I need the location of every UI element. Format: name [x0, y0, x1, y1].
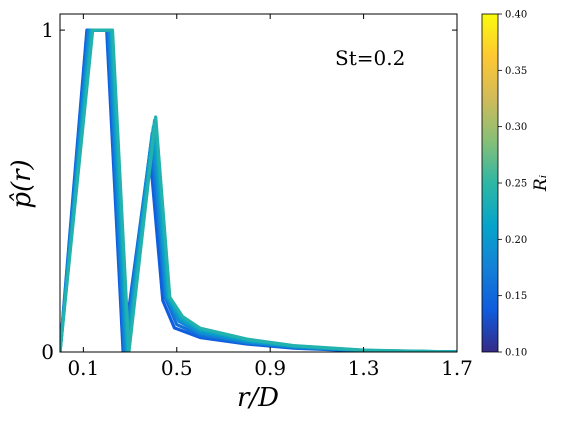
- x-tick-label-4: 1.7: [441, 356, 473, 380]
- annotation: St=0.2: [335, 46, 405, 70]
- series-line-5: [60, 28, 457, 352]
- colorbar-ticks: 0.10 0.15 0.20 0.25 0.30 0.35 0.40: [498, 10, 527, 359]
- colorbar-tick-label-4: 0.30: [505, 122, 527, 133]
- y-tick-label-1: 1: [41, 18, 54, 42]
- y-tick-label-0: 0: [41, 340, 54, 364]
- colorbar-tick-label-0: 0.10: [505, 348, 527, 359]
- colorbar-tick-label-6: 0.40: [505, 10, 527, 21]
- x-tick-label-1: 0.5: [161, 356, 193, 380]
- plot-frame: [59, 13, 458, 353]
- colorbar: [481, 13, 499, 353]
- colorbar-tick-label-2: 0.20: [505, 235, 527, 246]
- y-axis-label: p̂(r): [7, 159, 37, 208]
- x-tick-label-2: 0.9: [254, 356, 286, 380]
- curves-group: [60, 28, 457, 352]
- colorbar-tick-label-1: 0.15: [505, 291, 527, 302]
- x-tick-label-3: 1.3: [348, 356, 380, 380]
- y-ticks: 01: [41, 18, 457, 364]
- x-axis-label: r/D: [237, 383, 279, 413]
- x-ticks: 0.1 0.5 0.9 1.3 1.7: [67, 14, 473, 380]
- colorbar-label: Rᵢ: [531, 175, 551, 192]
- colorbar-tick-label-5: 0.35: [505, 66, 527, 77]
- x-tick-label-0: 0.1: [67, 356, 99, 380]
- colorbar-tick-label-3: 0.25: [505, 179, 527, 190]
